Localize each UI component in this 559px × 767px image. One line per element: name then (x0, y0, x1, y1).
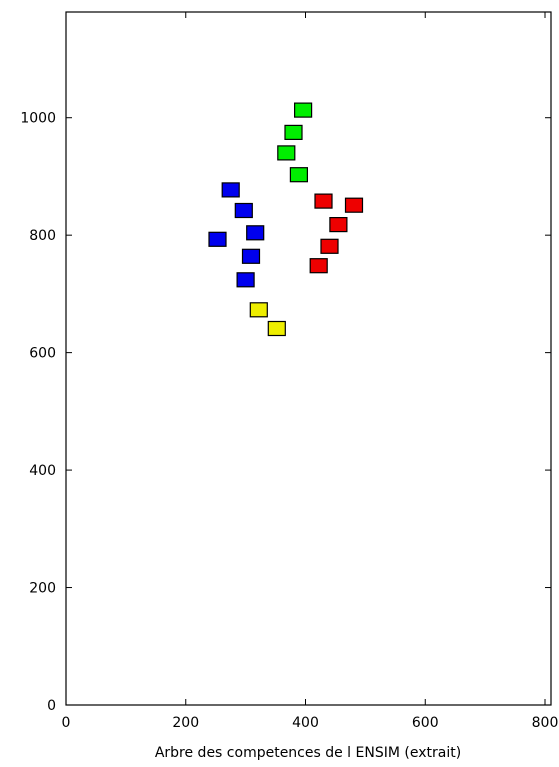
data-point (289, 167, 308, 183)
x-tick-label: 0 (62, 715, 71, 731)
x-tick-label: 200 (172, 715, 199, 731)
data-point (267, 320, 286, 337)
data-point (314, 193, 333, 209)
x-tick-label: 400 (292, 715, 319, 731)
x-tick-label: 800 (532, 715, 559, 731)
data-point (284, 124, 303, 141)
data-point (241, 248, 261, 264)
y-tick-labels: 0 200 400 600 800 1000 (20, 111, 56, 714)
x-tick-label: 600 (412, 715, 439, 731)
y-tick-label: 400 (29, 463, 56, 479)
x-axis-label: Arbre des competences de l ENSIM (extrai… (155, 745, 461, 761)
y-tick-label: 1000 (20, 111, 56, 127)
y-tick-label: 200 (29, 581, 56, 597)
y-tick-label: 600 (29, 346, 56, 362)
data-point (221, 182, 240, 198)
data-point (344, 197, 364, 213)
x-tick-labels: 0 200 400 600 800 (62, 715, 559, 731)
y-tick-label: 800 (29, 228, 56, 244)
data-point (234, 202, 253, 219)
data-point (309, 258, 328, 274)
y-tick-label: 0 (47, 698, 56, 714)
data-point (208, 231, 227, 247)
data-point (329, 217, 348, 233)
data-point (249, 302, 268, 318)
axis-ticks (65, 12, 551, 706)
data-point (294, 102, 313, 118)
data-points (208, 102, 364, 337)
data-point (236, 272, 255, 288)
plot-area-frame (65, 11, 552, 706)
data-point (246, 225, 265, 241)
data-point (320, 238, 339, 254)
data-point (277, 145, 296, 161)
